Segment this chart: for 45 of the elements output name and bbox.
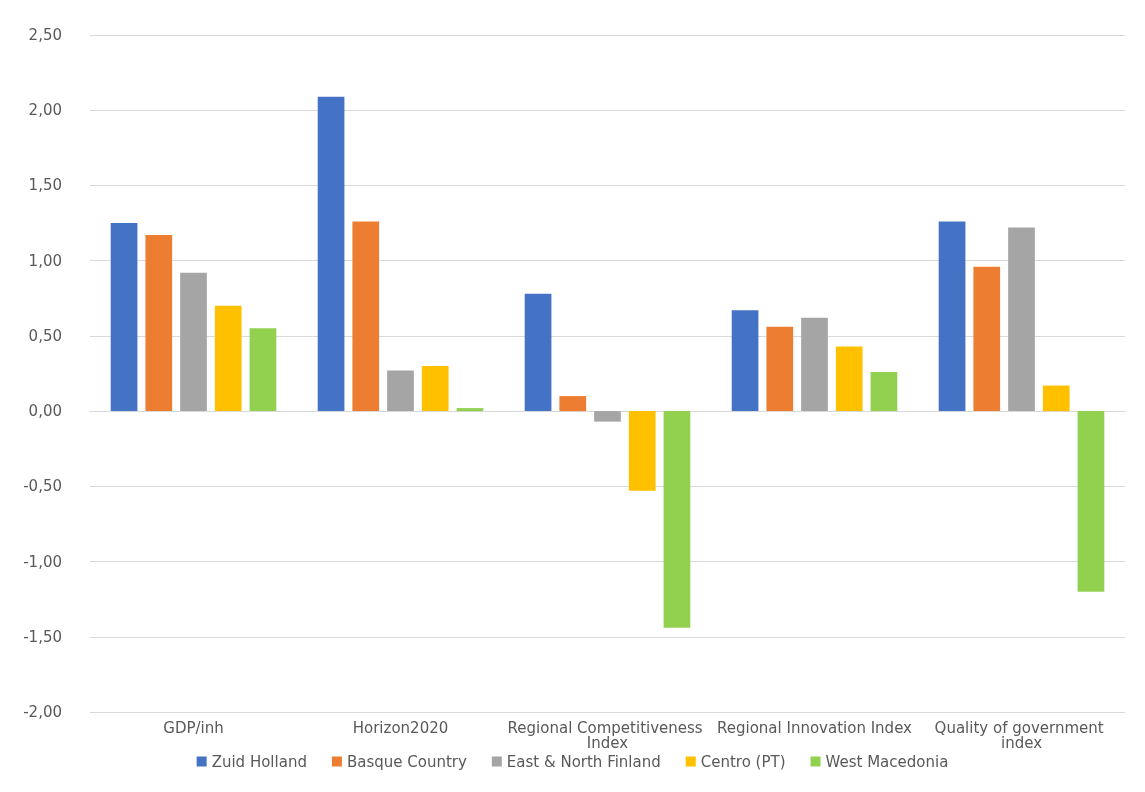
bar [973,266,1001,412]
x-tick-label: GDP/inh [163,718,224,737]
bar [801,317,828,412]
bar [731,310,759,412]
bar [559,396,587,412]
x-tick-label: Quality of government index [934,718,1109,752]
y-tick-label: 2,00 [28,101,62,120]
bar [456,408,484,412]
bar [249,328,277,412]
x-tick-label: Horizon2020 [352,718,449,737]
bar [145,235,173,412]
bar [524,293,552,412]
y-tick-label: -2,00 [23,703,62,721]
y-tick-label: -1,50 [23,627,62,646]
bar [421,365,449,412]
bar [663,411,691,628]
bar [387,370,414,412]
y-tick-label: -0,50 [23,477,62,496]
y-tick-label: -1,00 [23,552,62,571]
bar [1077,411,1105,592]
bar [1042,385,1070,412]
bar [835,346,863,412]
y-tick-label: 2,50 [28,26,62,44]
bar [766,326,794,412]
bar [214,305,242,412]
bar [594,411,621,422]
y-tick-label: 0,50 [28,326,62,345]
y-tick-label: 1,50 [28,176,62,195]
legend-label: West Macedonia [825,752,949,771]
bar [938,221,966,412]
legend-label: Centro (PT) [700,752,786,771]
x-tick-label: Regional Innovation Index [717,718,913,737]
y-tick-label: 0,00 [28,402,62,421]
bar [110,223,138,412]
bar [352,221,380,412]
bar [1008,227,1035,412]
bar [628,411,656,491]
bar [317,96,345,412]
legend-label: East & North Finland [506,752,661,771]
legend-label: Basque Country [346,752,467,771]
y-tick-label: 1,00 [28,251,62,270]
bar [180,272,207,412]
bar [870,372,898,412]
x-tick-label: Regional Competitiveness Index [507,718,708,752]
legend-label: Zuid Holland [211,752,307,771]
